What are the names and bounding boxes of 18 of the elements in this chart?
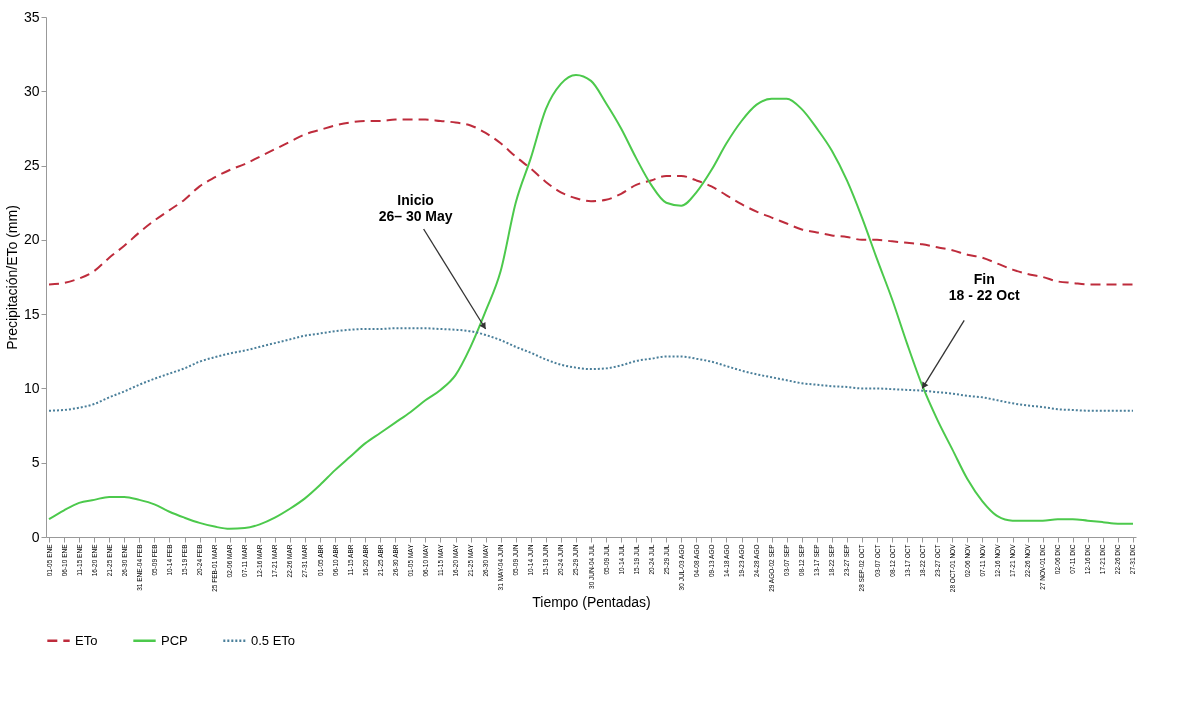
line-series: [48, 73, 1134, 530]
legend-label: ETo: [75, 632, 98, 648]
legend-label: PCP: [161, 632, 188, 648]
y-tick-label: 5: [31, 454, 40, 471]
y-tick-label: 20: [23, 231, 40, 248]
y-tick-label: 30: [23, 82, 40, 99]
y-axis-title: Precipitación/ETo (mm): [3, 205, 20, 350]
annotation: Fin 18 - 22 Oct: [948, 271, 1020, 304]
y-tick-label: 25: [23, 157, 40, 174]
annotation: Inicio 26– 30 May: [378, 192, 453, 224]
y-tick-label: 15: [23, 305, 40, 322]
legend-label: 0.5 ETo: [251, 632, 296, 648]
y-tick-label: 10: [23, 379, 40, 396]
y-tick-label: 0: [31, 528, 40, 545]
x-axis-title: Tiempo (Pentadas): [532, 594, 651, 611]
line-series: [48, 327, 1134, 412]
y-tick-label: 35: [23, 8, 40, 25]
line-series: [48, 118, 1134, 286]
